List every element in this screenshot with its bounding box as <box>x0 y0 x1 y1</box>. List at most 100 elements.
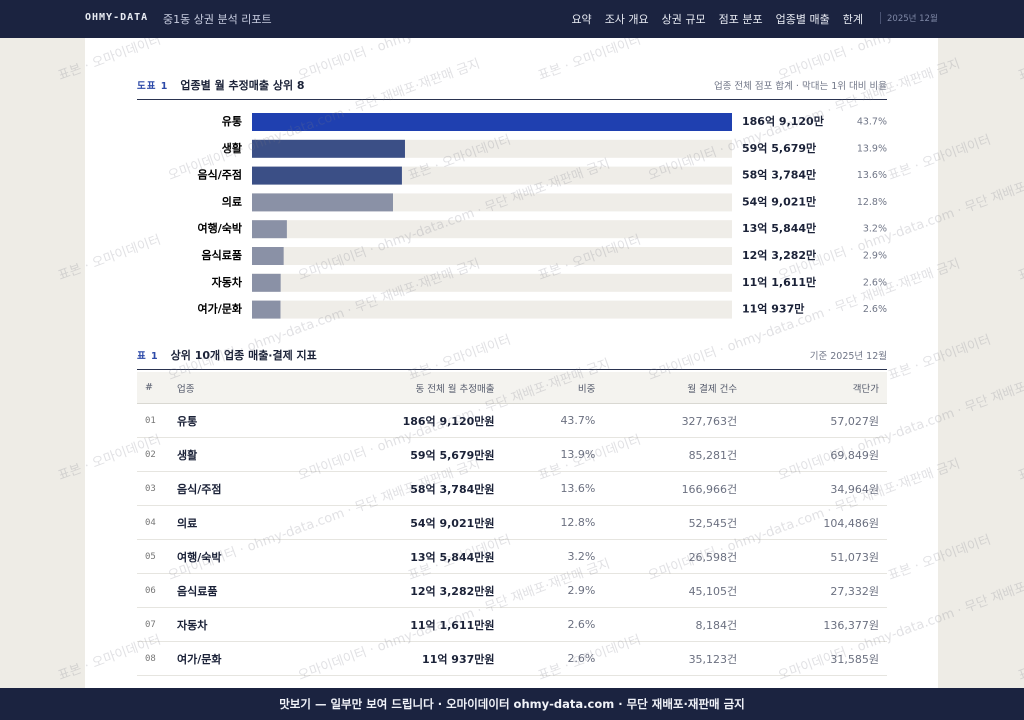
column-header: # <box>137 372 169 404</box>
nav-item[interactable]: 상권 규모 <box>661 13 706 26</box>
share-label: 3.2% <box>863 224 887 235</box>
value-label: 13억 5,844만 <box>742 221 816 235</box>
watermark: 표본 · 오마이데이터 <box>1016 33 1024 84</box>
table-cell: 13.9% <box>502 437 604 472</box>
category-label: 생활 <box>222 141 242 155</box>
table-cell: 166,966건 <box>603 471 746 506</box>
table-row: 04 의료 54억 9,021만원 12.8% 52,545건 104,486원 <box>137 505 887 540</box>
table-row: 05 여행/숙박 13억 5,844만원 3.2% 26,598건 51,073원 <box>137 539 887 574</box>
nav-item[interactable]: 한계 <box>842 13 863 26</box>
table-cell: 52,545건 <box>603 505 746 540</box>
share-label: 12.8% <box>857 197 887 208</box>
table-cell: 07 <box>137 607 169 642</box>
table-cell: 8,184건 <box>603 607 746 642</box>
table-row: 01 유통 186억 9,120만원 43.7% 327,763건 57,027원 <box>137 403 887 438</box>
table-cell: 327,763건 <box>603 403 746 438</box>
table-cell: 여행/숙박 <box>169 539 289 574</box>
table-cell: 186억 9,120만원 <box>288 403 503 438</box>
bar-track <box>252 273 732 292</box>
table-note: 기준 2025년 12월 <box>809 351 887 362</box>
share-label: 2.6% <box>863 277 887 288</box>
value-label: 11억 937만 <box>742 302 804 316</box>
figure-note: 업종 전체 점포 합계 · 막대는 1위 대비 비율 <box>713 81 887 92</box>
table-cell: 57,027원 <box>745 403 887 438</box>
table-cell: 43.7% <box>502 403 604 438</box>
table-cell: 음식료품 <box>169 573 289 608</box>
figure-title: 업종별 월 추정매출 상위 8 <box>180 79 305 92</box>
table-row: 06 음식료품 12억 3,282만원 2.9% 45,105건 27,332원 <box>137 573 887 608</box>
divider <box>137 369 887 370</box>
column-header: 비중 <box>502 372 604 404</box>
column-header: 객단가 <box>745 372 887 404</box>
table-cell: 03 <box>137 471 169 506</box>
table-cell: 34,964원 <box>745 471 887 506</box>
table-label: 표 1 <box>137 351 159 362</box>
table-cell: 26,598건 <box>603 539 746 574</box>
metrics-table: # 업종 동 전체 월 추정매출 비중 월 결제 건수 객단가 01 유통 186억 9,120… <box>137 372 887 676</box>
bar-track <box>252 247 732 265</box>
table-cell: 2.6% <box>502 607 604 642</box>
footer-banner: 맛보기 — 일부만 보여 드립니다 · 오마이데이터 ohmy-data.com… <box>0 688 1024 720</box>
table-cell: 51,073원 <box>745 539 887 574</box>
table-cell: 3.2% <box>502 539 604 574</box>
header-row: # 업종 동 전체 월 추정매출 비중 월 결제 건수 객단가 <box>137 372 887 404</box>
bar-chart: 유통 186억 9,120만 43.7% 생활 59억 5,679만 13.9% 음식/주점… <box>198 113 887 319</box>
top-nav: OHMY-DATA 중1동 상권 분석 리포트 요약 조사 개요 상권 규모 점포 분… <box>0 0 1024 38</box>
table-cell: 69,849원 <box>745 437 887 472</box>
table-row: 08 여가/문화 11억 937만원 2.6% 35,123건 31,585원 <box>137 641 887 676</box>
nav-item[interactable]: 조사 개요 <box>604 13 649 26</box>
table-cell: 11억 937만원 <box>288 641 503 676</box>
table-cell: 31,585원 <box>745 641 887 676</box>
nav-item[interactable]: 업종별 매출 <box>775 13 830 26</box>
figure-caption: 도표 1 업종별 월 추정매출 상위 8 <box>137 77 305 93</box>
table-cell: 여가/문화 <box>169 641 289 676</box>
table-cell: 08 <box>137 641 169 676</box>
watermark: 표본 · 오마이데이터 <box>1016 233 1024 284</box>
table-row: 03 음식/주점 58억 3,784만원 13.6% 166,966건 34,964원 <box>137 471 887 506</box>
table-cell: 104,486원 <box>745 505 887 540</box>
table-title: 상위 10개 업종 매출·결제 지표 <box>170 349 317 362</box>
table-cell: 음식/주점 <box>169 471 289 506</box>
table-cell: 자동차 <box>169 607 289 642</box>
table-cell: 54억 9,021만원 <box>288 505 503 540</box>
share-label: 43.7% <box>857 117 887 128</box>
table-cell: 유통 <box>169 403 289 438</box>
table-cell: 13.6% <box>502 471 604 506</box>
table-cell: 45,105건 <box>603 573 746 608</box>
column-header: 월 결제 건수 <box>603 372 746 404</box>
table-cell: 12.8% <box>502 505 604 540</box>
nav-item[interactable]: 요약 <box>571 13 592 26</box>
bar-track <box>252 300 732 319</box>
table-cell: 85,281건 <box>603 437 746 472</box>
value-label: 54억 9,021만 <box>742 194 816 208</box>
category-label: 유통 <box>222 115 242 128</box>
table-row: 07 자동차 11억 1,611만원 2.6% 8,184건 136,377원 <box>137 607 887 642</box>
table-cell: 의료 <box>169 505 289 540</box>
bar <box>252 247 284 265</box>
logo[interactable]: OHMY-DATA <box>85 12 149 23</box>
report-sheet: 도표 1 업종별 월 추정매출 상위 8 업종 전체 점포 합계 · 막대는 1위… <box>85 38 938 688</box>
bar <box>252 220 287 239</box>
report-date: 2025년 12월 <box>880 12 938 24</box>
nav-item[interactable]: 점포 분포 <box>718 13 763 26</box>
share-label: 13.6% <box>857 170 887 181</box>
value-label: 59억 5,679만 <box>742 141 816 155</box>
watermark: 표본 · 오마이데이터 <box>1016 633 1024 684</box>
table-cell: 58억 3,784만원 <box>288 471 503 506</box>
table-cell: 59억 5,679만원 <box>288 437 503 472</box>
category-label: 여가/문화 <box>198 302 243 316</box>
category-label: 여행/숙박 <box>198 221 243 235</box>
table-cell: 27,332원 <box>745 573 887 608</box>
table-cell: 06 <box>137 573 169 608</box>
column-header: 동 전체 월 추정매출 <box>288 372 503 404</box>
table-cell: 136,377원 <box>745 607 887 642</box>
column-header: 업종 <box>169 372 289 404</box>
report-title: 중1동 상권 분석 리포트 <box>163 13 272 26</box>
table-cell: 05 <box>137 539 169 574</box>
table-cell: 생활 <box>169 437 289 472</box>
category-label: 음식료품 <box>202 248 242 262</box>
share-label: 2.6% <box>863 304 887 315</box>
table-cell: 01 <box>137 403 169 438</box>
category-label: 자동차 <box>212 275 243 289</box>
